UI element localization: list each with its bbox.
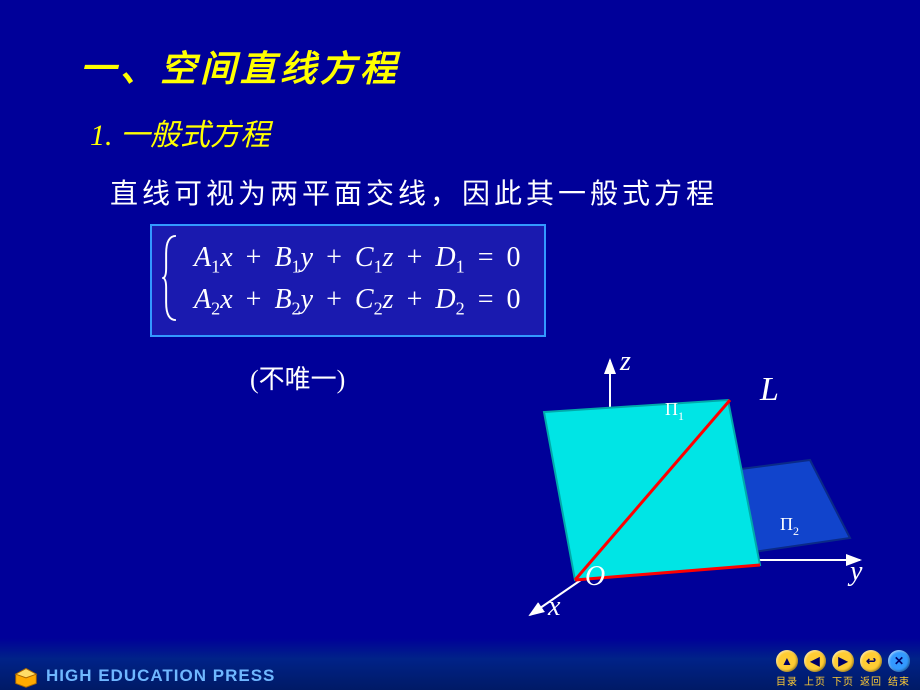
slide: 一、空间直线方程 1. 一般式方程 直线可视为两平面交线，因此其一般式方程 A1… xyxy=(0,0,920,690)
subtitle: 1. 一般式方程 xyxy=(90,110,860,154)
logo-text: HIGH EDUCATION PRESS xyxy=(46,666,275,686)
equation-2: A2x + B2y + C2z + D2 = 0 xyxy=(194,284,520,320)
nav-toc-button[interactable]: ▲ 目录 xyxy=(776,650,798,688)
nav-next-button[interactable]: ▶ 下页 xyxy=(832,650,854,688)
logo: HIGH EDUCATION PRESS xyxy=(12,664,275,688)
diagram: z y x O L Π1 Π2 xyxy=(480,340,880,620)
nav-back-button[interactable]: ↩ 返回 xyxy=(860,650,882,688)
brace-icon xyxy=(162,234,182,322)
origin-label: O xyxy=(585,561,605,592)
axis-y-label: y xyxy=(847,556,863,587)
nav-buttons: ▲ 目录 ◀ 上页 ▶ 下页 ↩ 返回 ✕ 结束 xyxy=(776,650,910,688)
axis-x-label: x xyxy=(547,591,561,620)
main-title: 一、空间直线方程 xyxy=(80,40,860,92)
equation-1: A1x + B1y + C1z + D1 = 0 xyxy=(194,242,520,278)
nav-prev-button[interactable]: ◀ 上页 xyxy=(804,650,826,688)
chest-icon xyxy=(12,664,40,688)
line-L-label: L xyxy=(759,371,779,408)
footer-bar: HIGH EDUCATION PRESS ▲ 目录 ◀ 上页 ▶ 下页 ↩ 返回… xyxy=(0,638,920,690)
equation-box: A1x + B1y + C1z + D1 = 0 A2x + B2y + C2z… xyxy=(150,224,546,337)
axis-z-label: z xyxy=(619,346,631,377)
nav-end-button[interactable]: ✕ 结束 xyxy=(888,650,910,688)
body-text: 直线可视为两平面交线，因此其一般式方程 xyxy=(110,172,860,212)
